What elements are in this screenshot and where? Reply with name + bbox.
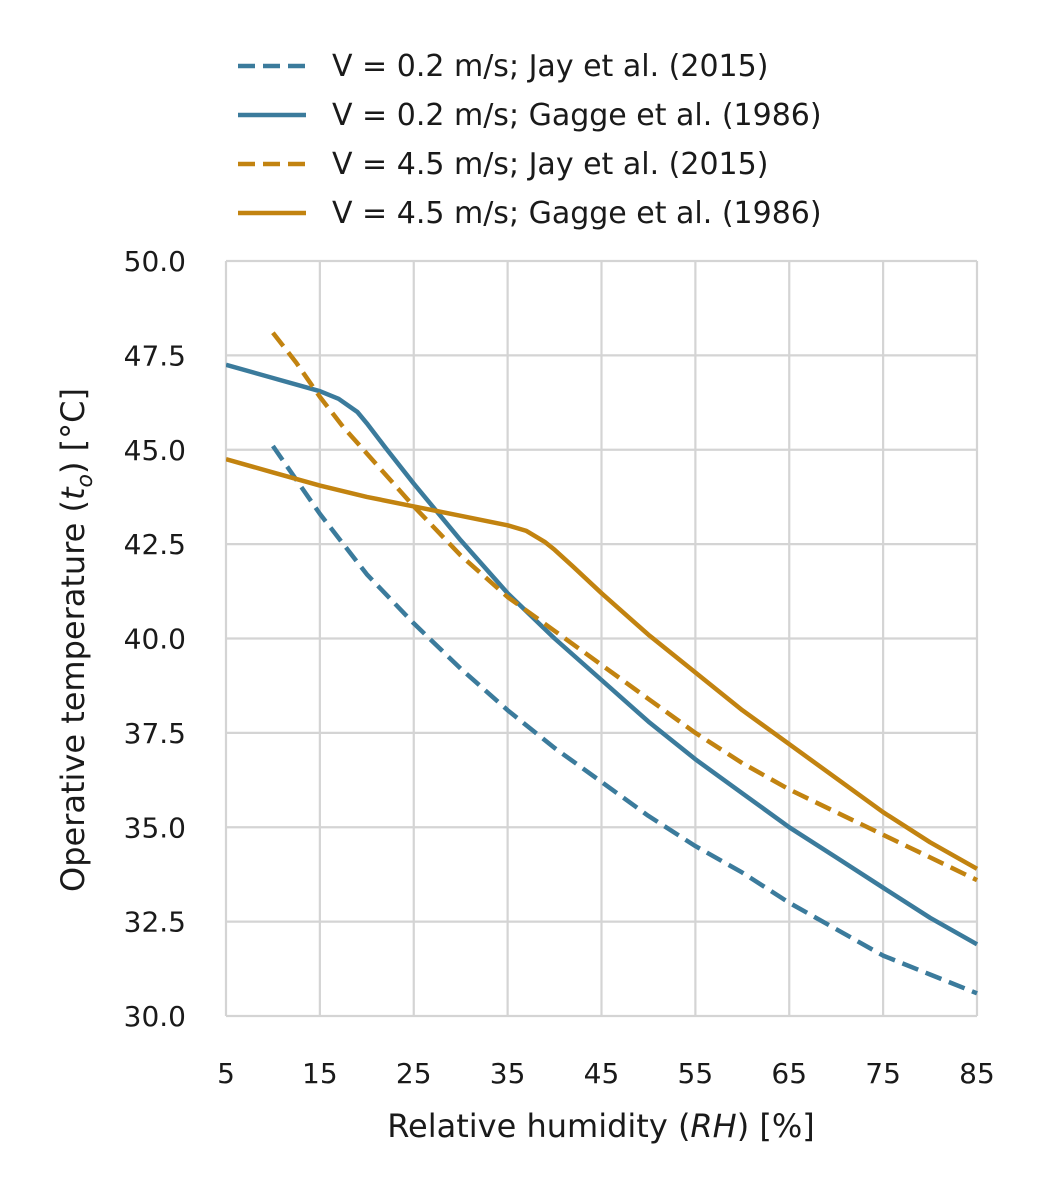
legend-label-4: V = 4.5 m/s; Gagge et al. (1986) [332,196,822,231]
x-tick-label: 75 [865,1057,901,1090]
x-tick-label: 65 [771,1057,807,1090]
y-tick-label: 40.0 [124,623,186,656]
y-axis-label: Operative temperature (to) [°C] [54,388,98,892]
series-line-3 [271,331,978,883]
x-axis-ticks: 5 15 25 35 45 55 65 75 85 [217,1057,995,1090]
y-tick-label: 35.0 [124,811,186,844]
x-tick-label: 55 [678,1057,714,1090]
y-tick-label: 32.5 [124,906,186,939]
x-axis-label: Relative humidity (RH) [%] [387,1107,815,1145]
grid [224,259,979,1018]
y-axis-ticks: 30.0 32.5 35.0 37.5 40.0 42.5 45.0 47.5 50.0 [124,245,186,1033]
series-line-4 [226,457,979,871]
x-tick-label: 15 [302,1057,338,1090]
y-tick-label: 47.5 [124,339,186,372]
series-line-1 [271,444,978,996]
y-tick-label: 42.5 [124,528,186,561]
legend-label-1: V = 0.2 m/s; Jay et al. (2015) [332,49,768,84]
legend-label-3: V = 4.5 m/s; Jay et al. (2015) [332,147,768,182]
x-tick-label: 85 [959,1057,995,1090]
x-tick-label: 5 [217,1057,235,1090]
y-tick-label: 30.0 [124,1000,186,1033]
x-tick-label: 45 [584,1057,620,1090]
x-tick-label: 25 [396,1057,432,1090]
y-tick-label: 45.0 [124,434,186,467]
y-tick-label: 37.5 [124,717,186,750]
series-group [226,331,979,996]
legend-label-2: V = 0.2 m/s; Gagge et al. (1986) [332,98,822,133]
y-tick-label: 50.0 [124,245,186,278]
x-tick-label: 35 [490,1057,526,1090]
legend: V = 0.2 m/s; Jay et al. (2015) V = 0.2 m/… [238,49,822,231]
